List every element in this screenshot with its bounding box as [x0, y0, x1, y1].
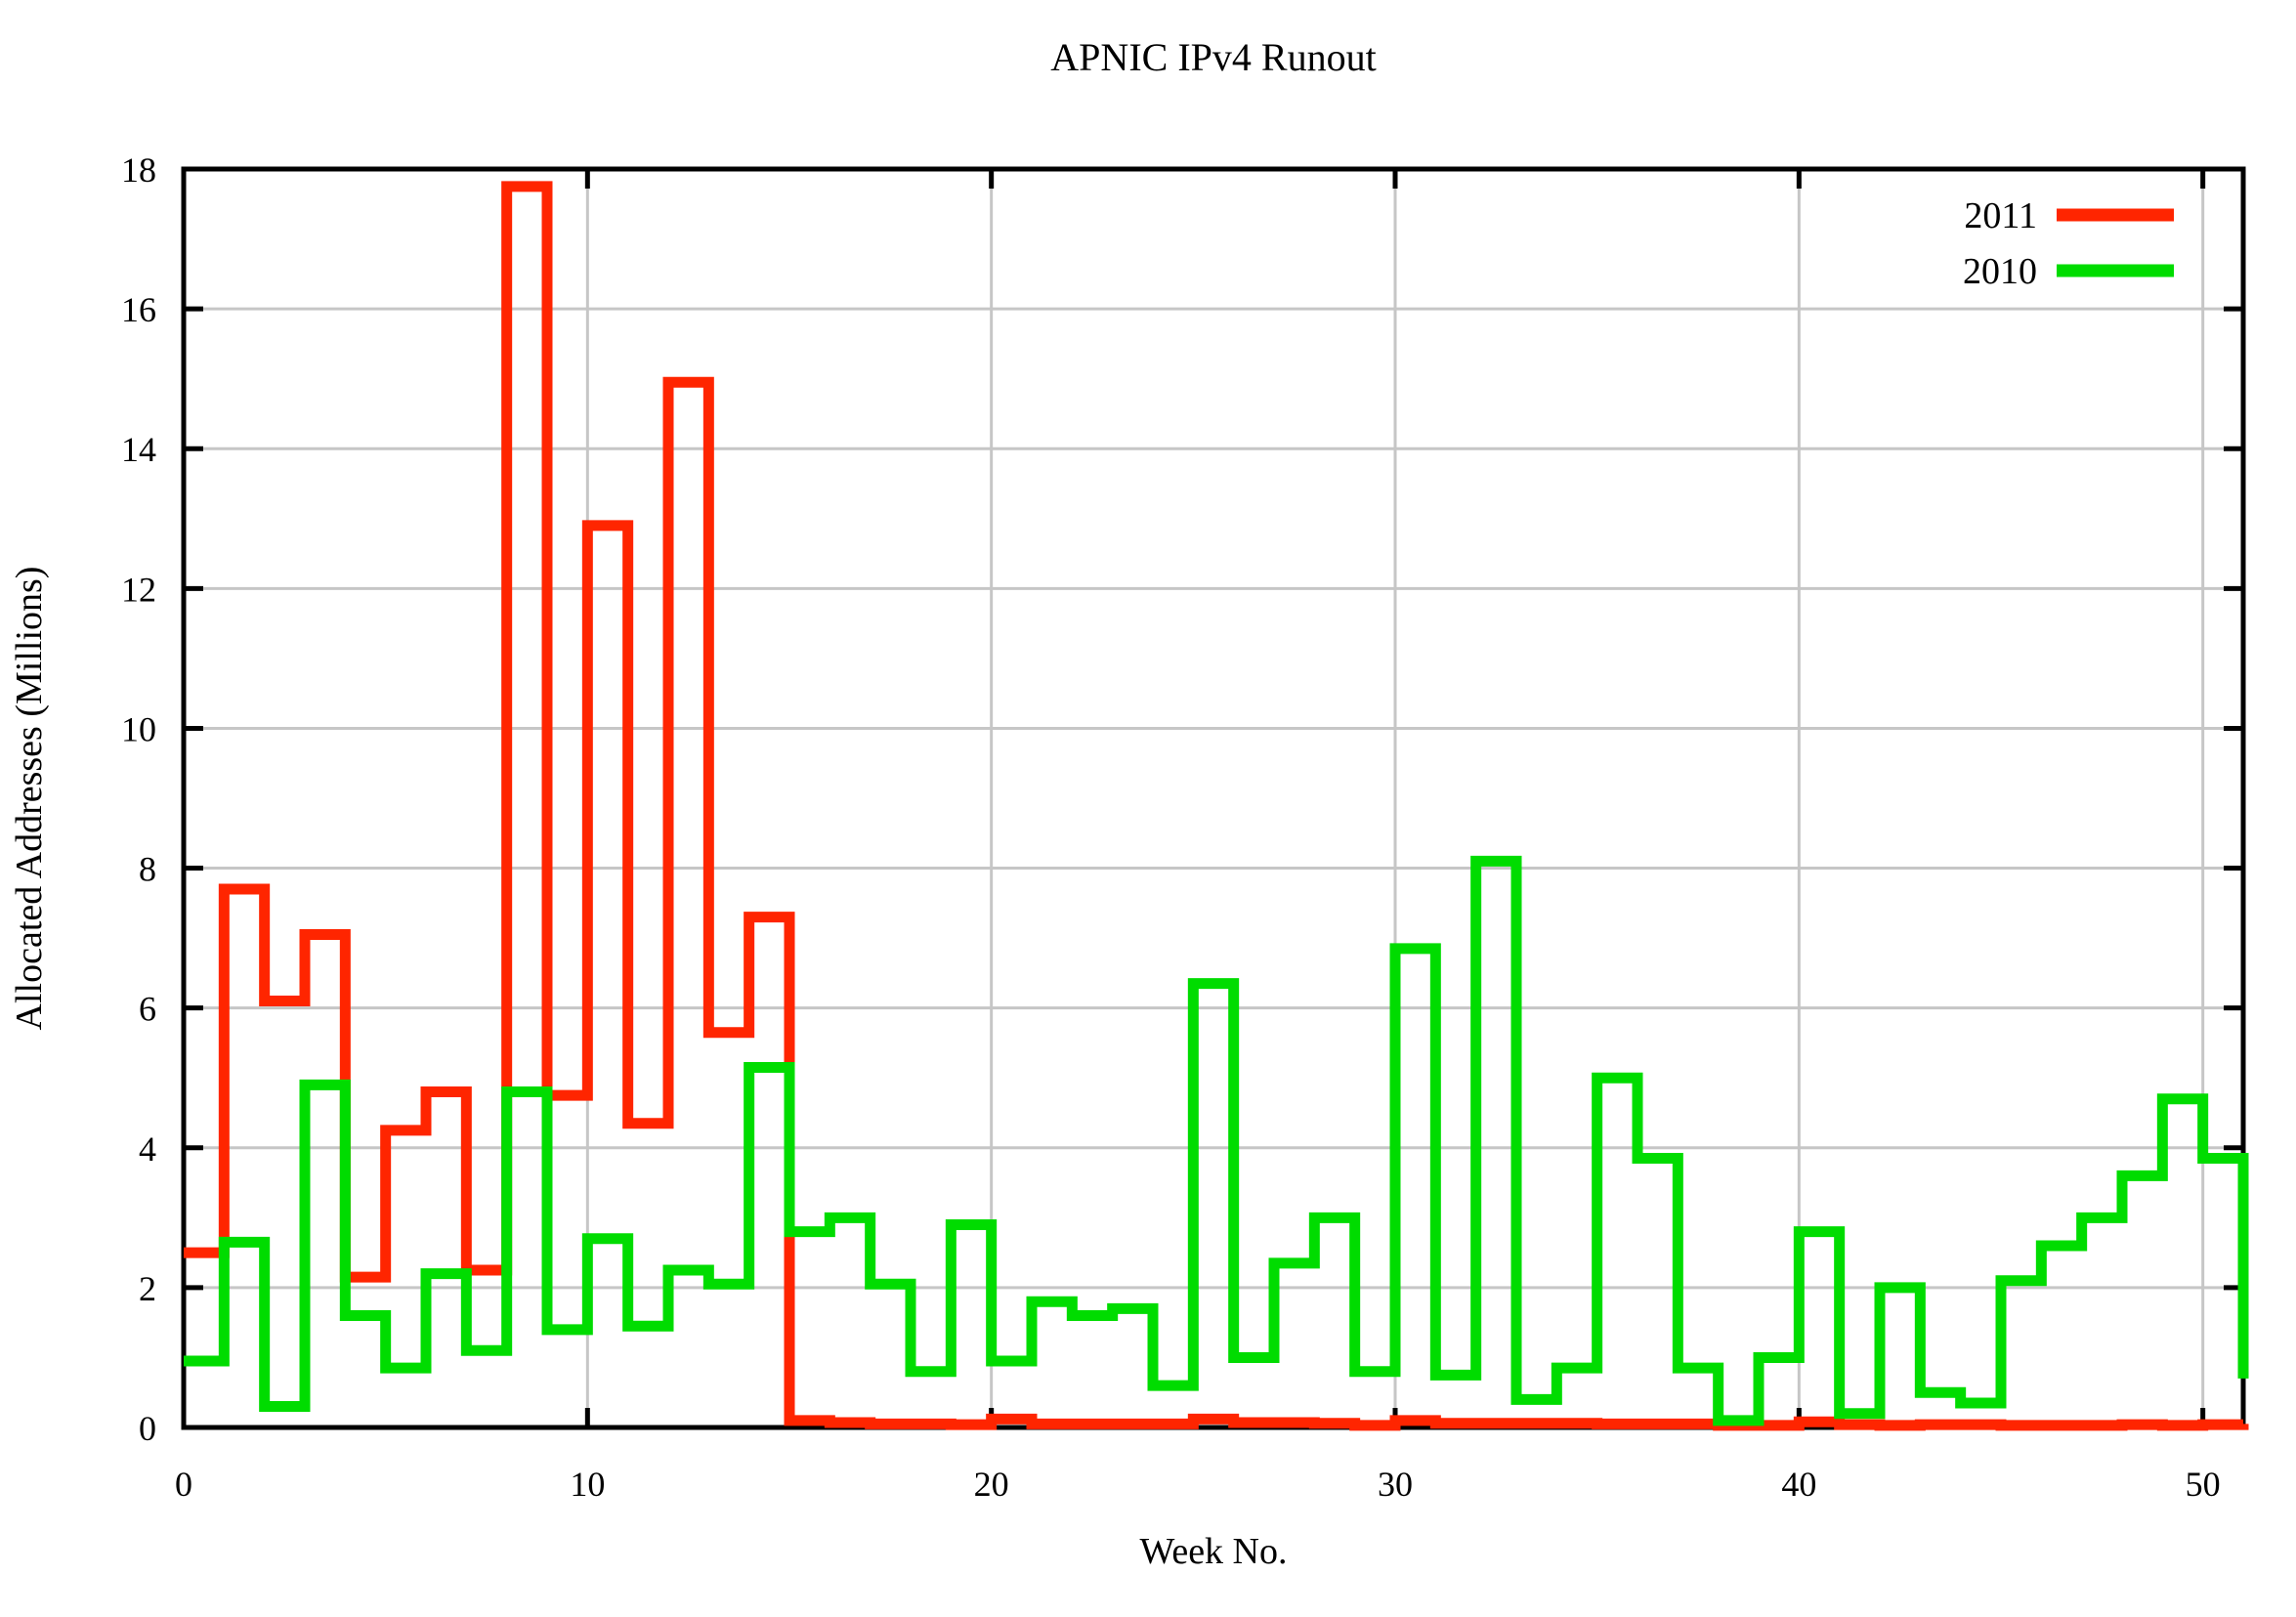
series-group: [184, 181, 2249, 1431]
x-tick-labels: 0 10 20 30 40 50: [175, 1465, 2221, 1504]
chart-title: APNIC IPv4 Runout: [1050, 35, 1376, 79]
plot-border: [181, 166, 2246, 1430]
x-tick-label-10: 10: [570, 1465, 605, 1504]
legend-entry-2010: 2010: [1963, 251, 2174, 292]
series-line-2010: [184, 855, 2249, 1426]
legend: 2011 2010: [1963, 195, 2174, 292]
legend-label-2010: 2010: [1963, 251, 2037, 292]
y-axis-label: Allocated Addresses (Millions): [9, 567, 50, 1031]
y-tick-label-18: 18: [121, 150, 156, 190]
x-tick-label-30: 30: [1378, 1465, 1413, 1504]
y-tick-label-0: 0: [139, 1409, 156, 1448]
y-tick-label-12: 12: [121, 570, 156, 609]
x-axis-label: Week No.: [1140, 1531, 1288, 1572]
y-tick-label-10: 10: [121, 709, 156, 748]
legend-entry-2011: 2011: [1964, 195, 2174, 236]
x-tick-label-0: 0: [175, 1465, 192, 1504]
y-tick-label-4: 4: [139, 1129, 156, 1169]
gridlines: [184, 169, 2243, 1427]
y-tick-label-6: 6: [139, 990, 156, 1029]
x-tick-label-40: 40: [1781, 1465, 1816, 1504]
y-tick-labels: 0 2 4 6 8 10 12 14 16 18: [121, 150, 156, 1448]
y-tick-label-8: 8: [139, 850, 156, 889]
y-tick-label-14: 14: [121, 430, 156, 469]
series-line-2011: [184, 181, 2249, 1431]
axis-ticks: [181, 166, 2243, 1430]
legend-label-2011: 2011: [1964, 195, 2037, 236]
y-tick-label-16: 16: [121, 290, 156, 329]
x-tick-label-20: 20: [974, 1465, 1009, 1504]
y-tick-label-2: 2: [139, 1269, 156, 1308]
x-tick-label-50: 50: [2186, 1465, 2221, 1504]
